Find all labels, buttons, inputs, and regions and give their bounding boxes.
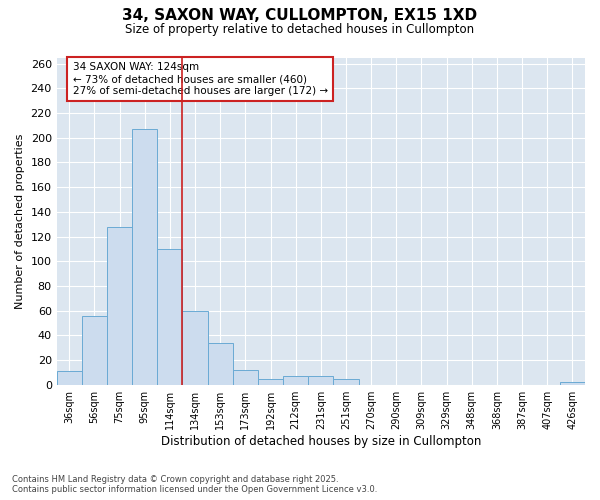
Bar (182, 310, 208, 384)
X-axis label: Distribution of detached houses by size in Cullompton: Distribution of detached houses by size … (161, 434, 481, 448)
Bar (107, 226, 132, 384)
Bar (560, 382, 585, 384)
Bar (82, 316, 107, 384)
Text: 34, SAXON WAY, CULLOMPTON, EX15 1XD: 34, SAXON WAY, CULLOMPTON, EX15 1XD (122, 8, 478, 22)
Bar (308, 376, 334, 384)
Bar (157, 249, 182, 384)
Bar (132, 129, 157, 384)
Text: Size of property relative to detached houses in Cullompton: Size of property relative to detached ho… (125, 22, 475, 36)
Text: 34 SAXON WAY: 124sqm
← 73% of detached houses are smaller (460)
27% of semi-deta: 34 SAXON WAY: 124sqm ← 73% of detached h… (73, 62, 328, 96)
Bar (283, 376, 308, 384)
Text: Contains HM Land Registry data © Crown copyright and database right 2025.
Contai: Contains HM Land Registry data © Crown c… (12, 474, 377, 494)
Bar (208, 342, 233, 384)
Bar (258, 378, 283, 384)
Bar (233, 370, 258, 384)
Bar (56, 371, 82, 384)
Y-axis label: Number of detached properties: Number of detached properties (15, 134, 25, 309)
Bar (334, 378, 359, 384)
